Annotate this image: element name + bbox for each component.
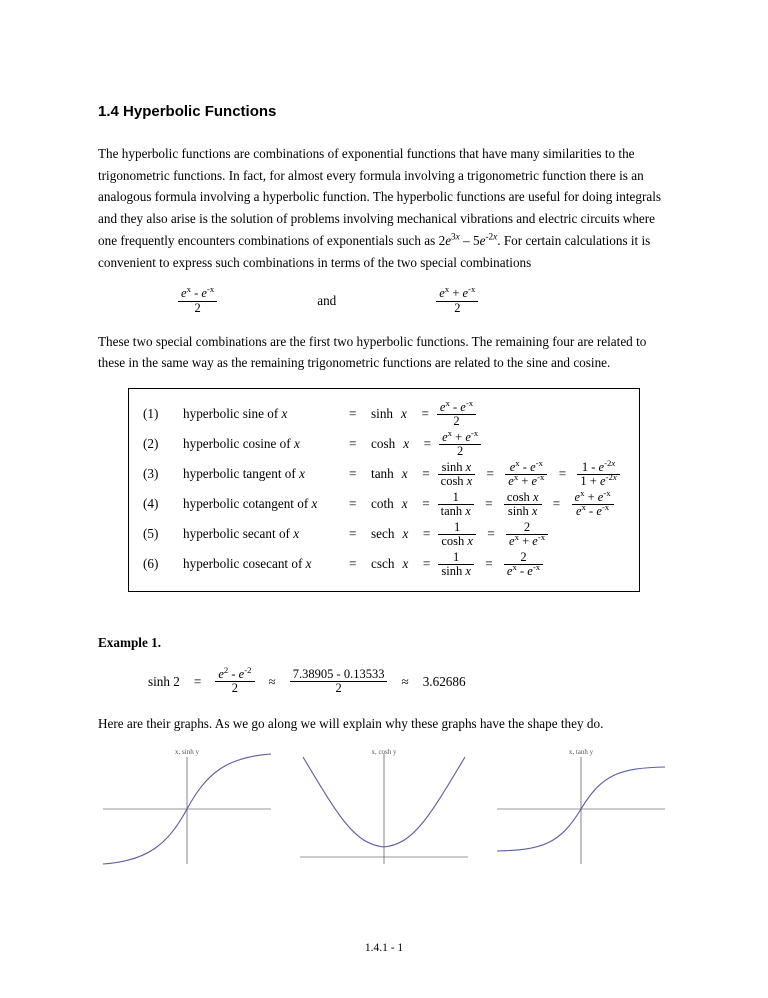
def-row-sech: (5) hyperbolic secant of x = sech x = 1c… — [143, 519, 625, 549]
graph-title: x, sinh y — [175, 747, 199, 759]
cosh-fraction: ex + e-x 2 — [436, 287, 478, 314]
bridge-paragraph: These two special combinations are the f… — [98, 331, 670, 375]
graph-sinh: x, sinh y — [98, 749, 276, 869]
approx-sign: ≈ — [269, 671, 276, 693]
def-label: hyperbolic cosine of x — [183, 433, 339, 455]
section-heading: 1.4 Hyperbolic Functions — [98, 100, 670, 125]
def-row-sinh: (1) hyperbolic sine of x = sinh x = ex -… — [143, 399, 625, 429]
example-title: Example 1. — [98, 632, 670, 654]
sinh-fraction: ex - e-x 2 — [178, 287, 217, 314]
def-eq: = cosh x = ex + e-x2 — [349, 431, 481, 458]
definitions-box: (1) hyperbolic sine of x = sinh x = ex -… — [128, 388, 640, 592]
def-label: hyperbolic cosecant of x — [183, 553, 339, 575]
example-lhs: sinh 2 — [148, 671, 180, 693]
def-row-coth: (4) hyperbolic cotangent of x = coth x =… — [143, 489, 625, 519]
example-computation: sinh 2 = e2 - e-2 2 ≈ 7.38905 - 0.13533 … — [148, 668, 670, 695]
def-row-tanh: (3) hyperbolic tangent of x = tanh x = s… — [143, 459, 625, 489]
example-result: 3.62686 — [423, 671, 466, 693]
def-eq: = tanh x = sinh xcosh x = ex - e-xex + e… — [349, 461, 620, 488]
example-exact: e2 - e-2 2 — [215, 668, 254, 695]
and-label: and — [317, 290, 336, 312]
graph-cosh: x, cosh y — [295, 749, 473, 869]
def-label: hyperbolic sine of x — [183, 403, 339, 425]
def-num: (2) — [143, 433, 173, 455]
example-decimal-frac: 7.38905 - 0.13533 2 — [290, 668, 388, 695]
def-eq: = sinh x = ex - e-x2 — [349, 401, 476, 428]
def-num: (4) — [143, 493, 173, 515]
def-num: (5) — [143, 523, 173, 545]
equals-sign: = — [194, 671, 201, 693]
approx-sign: ≈ — [401, 671, 408, 693]
def-label: hyperbolic tangent of x — [183, 463, 339, 485]
def-eq: = coth x = 1tanh x = cosh xsinh x = ex +… — [349, 491, 614, 518]
def-label: hyperbolic secant of x — [183, 523, 339, 545]
def-label: hyperbolic cotangent of x — [183, 493, 339, 515]
special-combinations: ex - e-x 2 and ex + e-x 2 — [178, 287, 670, 314]
def-eq: = csch x = 1sinh x = 2ex - e-x — [349, 551, 543, 578]
def-row-csch: (6) hyperbolic cosecant of x = csch x = … — [143, 549, 625, 579]
def-row-cosh: (2) hyperbolic cosine of x = cosh x = ex… — [143, 429, 625, 459]
page-number: 1.4.1 - 1 — [98, 939, 670, 958]
page: 1.4 Hyperbolic Functions The hyperbolic … — [0, 0, 768, 998]
intro-text-b: – 5 — [460, 233, 480, 248]
graphs-row: x, sinh y x, cosh y x, tanh y — [98, 749, 670, 869]
def-num: (1) — [143, 403, 173, 425]
graph-tanh: x, tanh y — [492, 749, 670, 869]
graph-title: x, tanh y — [569, 747, 593, 759]
def-num: (3) — [143, 463, 173, 485]
def-eq: = sech x = 1cosh x = 2ex + e-x — [349, 521, 548, 548]
graph-title: x, cosh y — [371, 747, 396, 759]
graphs-intro: Here are their graphs. As we go along we… — [98, 713, 670, 735]
intro-paragraph: The hyperbolic functions are combination… — [98, 143, 670, 274]
def-num: (6) — [143, 553, 173, 575]
